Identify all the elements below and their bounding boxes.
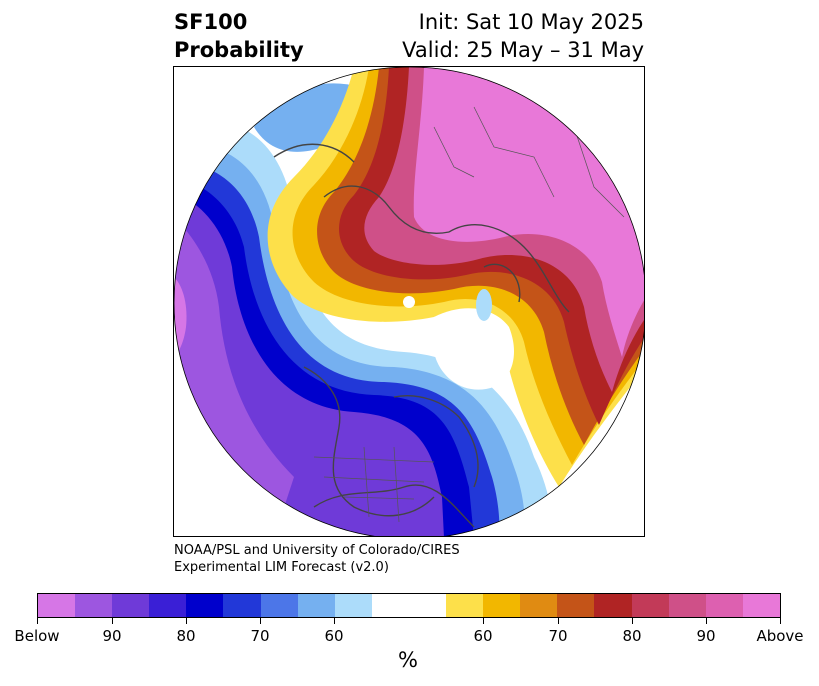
- colorbar-segment: [668, 594, 706, 617]
- colorbar-tick-label: 80: [622, 627, 642, 645]
- colorbar-tick: [632, 618, 633, 624]
- colorbar-tick-label: Below: [14, 627, 60, 645]
- colorbar-tick-label: 80: [176, 627, 196, 645]
- colorbar-segment: [705, 594, 743, 617]
- below-core: [174, 277, 187, 357]
- colorbar-tick: [112, 618, 113, 624]
- colorbar-tick-label: 70: [250, 627, 270, 645]
- variable-subtitle: Probability: [174, 38, 304, 62]
- colorbar-tick-label: Above: [756, 627, 804, 645]
- colorbar-tick: [260, 618, 261, 624]
- variable-name: SF100: [174, 10, 248, 34]
- colorbar-segment: [75, 594, 113, 617]
- colorbar-segment: [408, 594, 447, 617]
- title-right: Init: Sat 10 May 2025 Valid: 25 May – 31…: [402, 8, 644, 64]
- colorbar-tick-label: 90: [102, 627, 122, 645]
- credit-text: NOAA/PSL and University of Colorado/CIRE…: [174, 542, 460, 576]
- neutral-pole: [434, 308, 514, 390]
- valid-range: Valid: 25 May – 31 May: [402, 38, 644, 62]
- colorbar-tick-label: 90: [696, 627, 716, 645]
- colorbar-segment: [557, 594, 595, 617]
- colorbar-tick: [334, 618, 335, 624]
- credit-line-1: NOAA/PSL and University of Colorado/CIRE…: [174, 543, 460, 558]
- colorbar-tick: [780, 618, 781, 624]
- colorbar-tick-label: 60: [324, 627, 344, 645]
- colorbar-tick-label: 60: [473, 627, 493, 645]
- colorbar-tick: [706, 618, 707, 624]
- map-frame: [173, 66, 645, 537]
- colorbar: [37, 593, 781, 618]
- colorbar-tick: [558, 618, 559, 624]
- colorbar-tick: [37, 618, 38, 624]
- colorbar-segment: [297, 594, 335, 617]
- colorbar-segment: [371, 594, 409, 617]
- coastlines: [273, 143, 570, 528]
- colorbar-segment: [334, 594, 372, 617]
- title-left: SF100 Probability: [174, 8, 304, 64]
- colorbar-segment: [38, 594, 76, 617]
- colorbar-segment: [260, 594, 298, 617]
- neutral-spot: [476, 289, 492, 321]
- neutral-dot: [403, 296, 415, 308]
- colorbar-segment: [520, 594, 558, 617]
- forecast-map: [174, 67, 644, 536]
- colorbar-segment: [742, 594, 780, 617]
- credit-line-2: Experimental LIM Forecast (v2.0): [174, 560, 389, 575]
- colorbar-tick-label: 70: [548, 627, 568, 645]
- colorbar-tick: [483, 618, 484, 624]
- colorbar-segment: [594, 594, 632, 617]
- borders: [313, 106, 625, 523]
- colorbar-segment: [446, 594, 484, 617]
- colorbar-tick: [186, 618, 187, 624]
- colorbar-segment: [631, 594, 669, 617]
- init-date: Init: Sat 10 May 2025: [418, 10, 644, 34]
- colorbar-segment: [112, 594, 150, 617]
- colorbar-unit: %: [398, 648, 418, 672]
- colorbar-segment: [149, 594, 187, 617]
- probability-field: [174, 67, 644, 536]
- colorbar-segment: [223, 594, 261, 617]
- colorbar-segment: [186, 594, 224, 617]
- colorbar-segment: [483, 594, 521, 617]
